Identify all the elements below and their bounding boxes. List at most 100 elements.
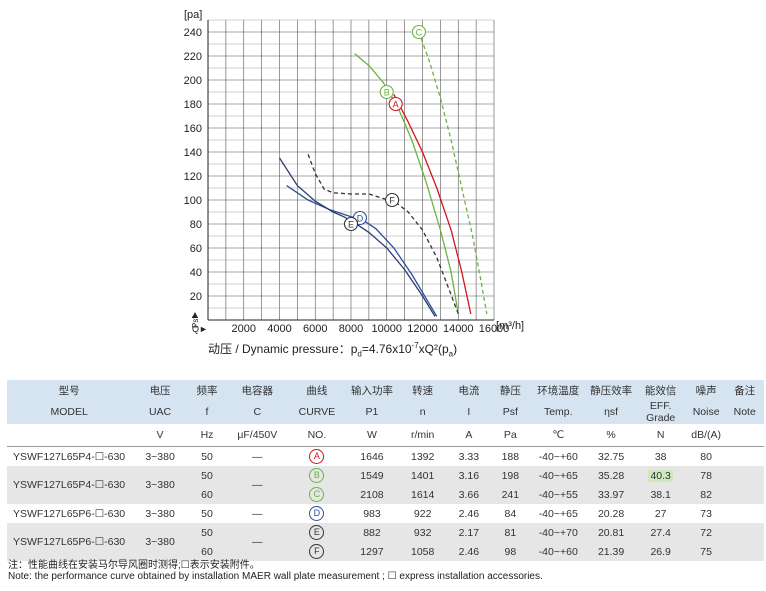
header-cn-cell: 电压 — [131, 380, 189, 400]
table-row: YSWF127L65P4-☐-630 3~380 50 — A 1646 1392 3.33 1… — [7, 447, 764, 467]
curve-marker-b — [379, 84, 394, 100]
efficiency-cell: 20.28 — [597, 507, 625, 520]
curve-marker-label-d: D — [357, 214, 364, 224]
eff-grade-value: 26.9 — [650, 545, 671, 558]
unit-cell: N — [634, 424, 687, 447]
voltage-cell: 3~380 — [145, 450, 175, 463]
unit-cell — [7, 424, 132, 447]
unit-cell: W — [344, 424, 400, 447]
curve-marker-label-e: E — [348, 220, 354, 230]
curve-marker-label-f: F — [389, 196, 395, 206]
unit-cell: ℃ — [528, 424, 588, 447]
static-pressure-cell: 81 — [491, 523, 529, 542]
speed-cell: 1401 — [399, 466, 446, 485]
y-tick-label: 240 — [184, 27, 202, 39]
unit-cell: V — [131, 424, 189, 447]
note-cell — [725, 447, 764, 467]
static-pressure-cell: 188 — [501, 450, 520, 463]
model-cell: YSWF127L65P6-☐-630 — [7, 523, 132, 561]
header-cn-cell: 静压效率 — [587, 380, 635, 400]
current-cell: 3.33 — [458, 450, 480, 463]
header-cn-cell: 噪声 — [686, 380, 726, 400]
table-row: 60 F 1297 1058 2.46 98 -40~+60 21.39 26.9 75 — [7, 542, 764, 561]
temperature-cell: -40~+70 — [528, 523, 588, 542]
chart-markers: AB C DE F — [343, 24, 426, 232]
y-unit-label: [pa] — [184, 9, 202, 21]
header-en-cell: I — [445, 400, 492, 424]
note-cell — [725, 504, 764, 523]
temperature-cell: -40~+55 — [528, 485, 588, 504]
performance-chart: 20 40 60 80 100 120 140 160 180 200 220 240 [pa] Psf 2… — [184, 9, 524, 335]
temperature-cell: -40~+60 — [538, 450, 578, 463]
table-header-en: MODEL UAC f C CURVE P1 n I Psf Temp. ηsf EFF. Grade… — [7, 400, 764, 424]
current-cell: 3.16 — [445, 466, 492, 485]
y-tick-label: 120 — [184, 171, 202, 183]
eff-grade-cell: 27 — [634, 504, 686, 523]
x-unit-label: [m³/h] — [496, 320, 524, 332]
note-cell — [725, 523, 764, 561]
static-pressure-cell: 84 — [504, 507, 517, 520]
table-row: YSWF127L65P4-☐-630 3~380 50— B 1549 1401 3.16 1… — [7, 466, 764, 504]
speed-cell: 1392 — [411, 450, 435, 463]
y-axis-arrow-icon — [192, 312, 198, 318]
table-row: 60 C 2108 1614 3.66 241 -40~+55 33.97 38.1 82 — [7, 485, 764, 504]
x-tick-label: 10000 — [371, 323, 402, 335]
header-cn-cell: 曲线 — [289, 380, 345, 400]
efficiency-cell: 32.75 — [597, 450, 625, 463]
header-cn-cell: 电容器 — [225, 380, 290, 400]
efficiency-cell: 20.81 — [587, 523, 635, 542]
dynamic-pressure-caption: 动压 / Dynamic pressure：pd=4.76x10-7xQ²(pa… — [208, 341, 458, 359]
header-cn-cell: 转速 — [399, 380, 446, 400]
frequency-cell: 50 — [201, 507, 213, 520]
noise-cell: 75 — [686, 542, 726, 561]
curve-badge: C — [309, 487, 325, 502]
frequency-cell: 50 — [188, 466, 226, 485]
y-tick-label: 20 — [190, 291, 202, 303]
header-en-cell: Psf — [491, 400, 529, 424]
capacitor-cell: — — [225, 523, 290, 561]
curve-cell: E — [289, 523, 345, 542]
y-tick-label: 160 — [184, 123, 202, 135]
y-tick-label: 140 — [184, 147, 202, 159]
x-tick-label: 4000 — [267, 323, 291, 335]
temperature-cell: -40~+60 — [528, 542, 588, 561]
header-en-cell: EFF. Grade — [634, 400, 687, 424]
y-tick-label: 180 — [184, 99, 202, 111]
header-en-cell: Temp. — [528, 400, 588, 424]
frequency-cell: 60 — [188, 485, 226, 504]
unit-cell: r/min — [399, 424, 446, 447]
capacitor-cell: — — [252, 507, 263, 520]
header-cn-cell: 能效信 — [634, 380, 687, 400]
speed-cell: 922 — [413, 507, 432, 520]
y-tick-label: 80 — [190, 219, 202, 231]
header-cn-cell: 频率 — [188, 380, 226, 400]
current-cell: 2.17 — [445, 523, 492, 542]
power-cell: 882 — [344, 523, 400, 542]
curve-cell: F — [289, 542, 345, 561]
unit-cell: μF/450V — [225, 424, 290, 447]
efficiency-cell: 21.39 — [587, 542, 635, 561]
y-axis-label: Psf — [191, 316, 200, 328]
header-en-cell: ηsf — [587, 400, 635, 424]
noise-cell: 72 — [686, 523, 726, 542]
speed-cell: 932 — [399, 523, 446, 542]
capacitor-cell: — — [252, 450, 263, 463]
series-line-c — [418, 31, 488, 315]
note-en: Note: the performance curve obtained by … — [8, 571, 543, 582]
eff-grade-cell: 27.4 — [634, 523, 687, 542]
curve-badge: B — [309, 468, 325, 483]
voltage-cell: 3~380 — [131, 466, 189, 504]
voltage-cell: 3~380 — [131, 523, 189, 561]
speed-cell: 1058 — [399, 542, 446, 561]
eff-grade-value: 27.4 — [650, 526, 671, 539]
frequency-cell: 50 — [188, 523, 226, 542]
spec-table: 型号 电压 频率 电容器 曲线 输入功率 转速 电流 静压 环境温度 静压效率 能效信 噪声 备注 MODE… — [7, 380, 764, 561]
power-cell: 2108 — [344, 485, 400, 504]
y-tick-label: 60 — [190, 243, 202, 255]
header-en-cell: Noise — [686, 400, 726, 424]
temperature-cell: -40~+65 — [528, 466, 588, 485]
unit-cell: Hz — [188, 424, 226, 447]
eff-grade-value: 27 — [654, 507, 667, 520]
table-row: YSWF127L65P6-☐-630 3~380 50 — D 983 922 2.46 84 -… — [7, 504, 764, 523]
table-header-cn: 型号 电压 频率 电容器 曲线 输入功率 转速 电流 静压 环境温度 静压效率 能效信 噪声 备注 — [7, 380, 764, 400]
